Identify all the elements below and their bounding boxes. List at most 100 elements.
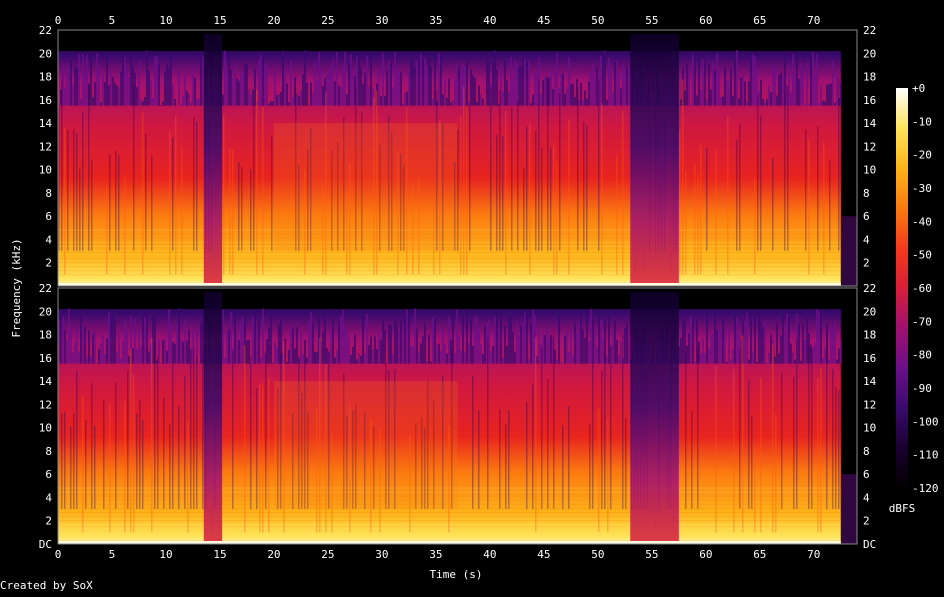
loud-section bbox=[274, 381, 458, 509]
x-tick-label-top: 65 bbox=[753, 14, 766, 27]
y-tick-label: 22 bbox=[39, 282, 52, 295]
colorbar-gradient bbox=[896, 88, 908, 488]
x-tick-label: 15 bbox=[213, 548, 226, 561]
y-tick-label-right: 14 bbox=[863, 117, 877, 130]
colorbar-tick-label: -20 bbox=[912, 149, 932, 162]
x-tick-label: 45 bbox=[537, 548, 550, 561]
x-axis-label: Time (s) bbox=[430, 568, 483, 581]
y-tick-label: 4 bbox=[45, 491, 52, 504]
y-tick-label-right: 10 bbox=[863, 422, 876, 435]
colorbar-tick-label: -60 bbox=[912, 282, 932, 295]
x-tick-label-top: 50 bbox=[591, 14, 604, 27]
y-tick-label-right: 16 bbox=[863, 94, 876, 107]
y-axis-label: Frequency (kHz) bbox=[10, 238, 23, 337]
y-tick-label-right: 6 bbox=[863, 210, 870, 223]
y-tick-label-right: 6 bbox=[863, 468, 870, 481]
credit-text: Created by SoX bbox=[0, 579, 93, 592]
x-tick-label-top: 30 bbox=[375, 14, 388, 27]
colorbar-tick-label: +0 bbox=[912, 82, 925, 95]
y-tick-label: 10 bbox=[39, 164, 52, 177]
y-tick-label: 8 bbox=[45, 187, 52, 200]
x-tick-label: 10 bbox=[159, 548, 172, 561]
y-tick-label-right: 8 bbox=[863, 187, 870, 200]
colorbar-tick-label: -10 bbox=[912, 115, 932, 128]
y-tick-label-right: DC bbox=[863, 538, 876, 551]
y-tick-label: 20 bbox=[39, 305, 52, 318]
y-tick-label-right: 4 bbox=[863, 233, 870, 246]
fade-out-tail bbox=[841, 216, 857, 286]
y-tick-label-right: 20 bbox=[863, 305, 876, 318]
y-tick-label: 6 bbox=[45, 468, 52, 481]
y-tick-label: 4 bbox=[45, 233, 52, 246]
colorbar-tick-label: -70 bbox=[912, 315, 932, 328]
x-tick-label: 65 bbox=[753, 548, 766, 561]
y-tick-label: 12 bbox=[39, 140, 52, 153]
x-tick-label-top: 35 bbox=[429, 14, 442, 27]
y-tick-label: 18 bbox=[39, 71, 52, 84]
y-tick-label-right: 22 bbox=[863, 282, 876, 295]
x-tick-label-top: 55 bbox=[645, 14, 658, 27]
colorbar-label: dBFS bbox=[889, 502, 916, 515]
quiet-section bbox=[630, 292, 679, 544]
high-frequency-cutoff bbox=[58, 30, 857, 51]
y-tick-label-right: 22 bbox=[863, 24, 876, 37]
y-tick-label-right: 12 bbox=[863, 140, 876, 153]
y-tick-label: 20 bbox=[39, 47, 52, 60]
colorbar-tick-label: -120 bbox=[912, 482, 939, 495]
x-tick-label: 50 bbox=[591, 548, 604, 561]
colorbar-tick-label: -110 bbox=[912, 449, 939, 462]
x-tick-label: 70 bbox=[807, 548, 820, 561]
loud-section bbox=[274, 123, 458, 251]
x-tick-label: 0 bbox=[55, 548, 62, 561]
fade-out-tail bbox=[841, 474, 857, 544]
x-tick-label-top: 10 bbox=[159, 14, 172, 27]
colorbar-tick-label: -90 bbox=[912, 382, 932, 395]
y-tick-label-right: 14 bbox=[863, 375, 877, 388]
y-tick-label-right: 18 bbox=[863, 329, 876, 342]
channel-2-spectrogram bbox=[58, 288, 857, 544]
high-frequency-cutoff bbox=[58, 288, 857, 309]
y-tick-label-right: 20 bbox=[863, 47, 876, 60]
x-tick-label-top: 5 bbox=[109, 14, 116, 27]
quiet-section bbox=[204, 34, 222, 286]
y-tick-label-right: 2 bbox=[863, 257, 870, 270]
y-tick-label: 22 bbox=[39, 24, 52, 37]
colorbar-tick-label: -50 bbox=[912, 249, 932, 262]
x-tick-label-top: 40 bbox=[483, 14, 496, 27]
x-tick-label: 55 bbox=[645, 548, 658, 561]
y-tick-label-right: 18 bbox=[863, 71, 876, 84]
y-tick-label-right: 2 bbox=[863, 515, 870, 528]
y-tick-label: 18 bbox=[39, 329, 52, 342]
y-tick-label-right: 8 bbox=[863, 445, 870, 458]
y-tick-label-right: 4 bbox=[863, 491, 870, 504]
x-tick-label-top: 45 bbox=[537, 14, 550, 27]
x-tick-label: 40 bbox=[483, 548, 496, 561]
x-tick-label: 25 bbox=[321, 548, 334, 561]
y-tick-label-right: 12 bbox=[863, 398, 876, 411]
y-tick-label: 6 bbox=[45, 210, 52, 223]
y-tick-label: 2 bbox=[45, 257, 52, 270]
colorbar-tick-label: -80 bbox=[912, 349, 932, 362]
y-tick-label: 16 bbox=[39, 352, 52, 365]
x-tick-label-top: 70 bbox=[807, 14, 820, 27]
y-tick-label-right: 16 bbox=[863, 352, 876, 365]
y-tick-label: 14 bbox=[39, 375, 53, 388]
x-tick-label-top: 20 bbox=[267, 14, 280, 27]
y-tick-label: DC bbox=[39, 538, 52, 551]
y-tick-label: 12 bbox=[39, 398, 52, 411]
y-tick-label: 14 bbox=[39, 117, 53, 130]
x-tick-label: 30 bbox=[375, 548, 388, 561]
y-tick-label: 8 bbox=[45, 445, 52, 458]
quiet-section bbox=[204, 292, 222, 544]
x-tick-label-top: 25 bbox=[321, 14, 334, 27]
colorbar: +0-10-20-30-40-50-60-70-80-90-100-110-12… bbox=[889, 82, 939, 515]
channel-1-spectrogram bbox=[58, 30, 857, 286]
y-tick-label: 16 bbox=[39, 94, 52, 107]
colorbar-tick-label: -40 bbox=[912, 215, 932, 228]
x-tick-label: 20 bbox=[267, 548, 280, 561]
colorbar-tick-label: -100 bbox=[912, 415, 939, 428]
x-tick-label-top: 15 bbox=[213, 14, 226, 27]
x-tick-label-top: 60 bbox=[699, 14, 712, 27]
